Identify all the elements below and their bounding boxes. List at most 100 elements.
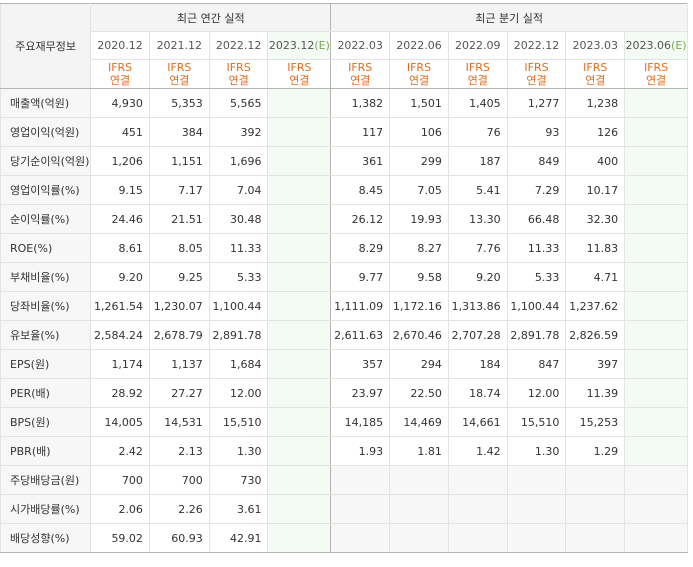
ifrs-label: IFRS [107, 61, 133, 74]
annual-value-cell: 5,565 [208, 88, 269, 118]
annual-value-cell: 2.42 [90, 436, 150, 466]
annual-value-cell: 1,100.44 [208, 291, 269, 321]
quarterly-value-cell: 294 [389, 349, 449, 379]
annual-value-cell: 1,230.07 [148, 291, 210, 321]
quarterly-value-cell: 2,826.59 [565, 320, 626, 350]
quarterly-value-cell: 187 [447, 146, 508, 176]
annual-value-cell: 384 [148, 117, 210, 147]
table-row: 부채비율(%) 9.20 9.25 5.33 9.77 9.58 9.20 5.33 4.71 [0, 262, 688, 292]
quarterly-value-cell: 1,238 [565, 88, 626, 118]
annual-value-cell: 60.93 [148, 523, 210, 553]
period-header: 2020.12 [90, 31, 150, 60]
row-label: 주당배당금(원) [0, 465, 92, 495]
ifrs-label: IFRS [583, 61, 608, 74]
annual-value-cell: 42.91 [208, 523, 269, 553]
table-row: 당좌비율(%) 1,261.54 1,230.07 1,100.44 1,111.09 1… [0, 291, 688, 321]
quarterly-value-cell: 2,670.46 [389, 320, 449, 350]
row-label: 당좌비율(%) [0, 291, 92, 321]
empty-cell [447, 523, 508, 553]
accounting-basis-header: IFRS 연결 [267, 59, 332, 89]
annual-value-cell: 1,137 [148, 349, 210, 379]
consolidated-label: 연결 [467, 74, 488, 87]
period-header: 2022.12 [208, 31, 269, 60]
annual-value-cell [267, 349, 332, 379]
table-row: PBR(배) 2.42 2.13 1.30 1.93 1.81 1.42 1.30 1.29 [0, 436, 688, 466]
quarterly-value-cell: 849 [506, 146, 567, 176]
ifrs-label: IFRS [226, 61, 251, 74]
quarterly-value-cell: 11.33 [506, 233, 567, 263]
quarterly-value-cell: 18.74 [447, 378, 508, 408]
quarterly-value-cell: 14,185 [330, 407, 391, 437]
annual-value-cell [267, 291, 332, 321]
annual-value-cell: 2.26 [148, 494, 210, 524]
quarterly-value-cell: 361 [330, 146, 391, 176]
annual-value-cell [267, 146, 332, 176]
period-header: 2022.12 [506, 31, 567, 60]
quarterly-value-cell: 1.81 [389, 436, 449, 466]
ifrs-label: IFRS [406, 61, 432, 74]
table-row: BPS(원) 14,005 14,531 15,510 14,185 14,469 14,6… [0, 407, 688, 437]
quarterly-value-cell [624, 378, 688, 408]
quarterly-value-cell: 117 [330, 117, 391, 147]
consolidated-label: 연결 [408, 74, 430, 87]
quarterly-value-cell: 8.45 [330, 175, 391, 205]
quarterly-value-cell: 1,100.44 [506, 291, 567, 321]
annual-value-cell: 451 [90, 117, 150, 147]
quarterly-value-cell: 1.42 [447, 436, 508, 466]
annual-value-cell: 15,510 [208, 407, 269, 437]
consolidated-label: 연결 [228, 74, 249, 87]
row-label: BPS(원) [0, 407, 92, 437]
quarterly-value-cell: 1.93 [330, 436, 391, 466]
quarterly-value-cell: 1,111.09 [330, 291, 391, 321]
consolidated-label: 연결 [169, 74, 190, 87]
quarterly-value-cell: 26.12 [330, 204, 391, 234]
quarterly-value-cell [624, 175, 688, 205]
annual-value-cell: 1.30 [208, 436, 269, 466]
period-header: 2022.03 [330, 31, 391, 60]
quarterly-value-cell: 7.29 [506, 175, 567, 205]
row-label: 순이익률(%) [0, 204, 92, 234]
annual-value-cell [267, 175, 332, 205]
period-header-estimate: 2023.06(E) [624, 31, 688, 60]
annual-value-cell: 1,174 [90, 349, 150, 379]
quarterly-value-cell: 22.50 [389, 378, 449, 408]
quarterly-value-cell [624, 320, 688, 350]
ifrs-label: IFRS [287, 61, 312, 74]
annual-value-cell: 1,151 [148, 146, 210, 176]
quarterly-value-cell: 397 [565, 349, 626, 379]
annual-value-cell: 14,531 [148, 407, 210, 437]
table-row: 주당배당금(원) 700 700 730 [0, 465, 688, 495]
annual-value-cell: 7.17 [148, 175, 210, 205]
quarterly-value-cell: 7.76 [447, 233, 508, 263]
annual-value-cell: 392 [208, 117, 269, 147]
annual-value-cell: 9.20 [90, 262, 150, 292]
quarterly-value-cell: 2,891.78 [506, 320, 567, 350]
table-row: 당기순이익(억원) 1,206 1,151 1,696 361 299 187 849 400 [0, 146, 688, 176]
table-row: ROE(%) 8.61 8.05 11.33 8.29 8.27 7.76 11.33 11.8… [0, 233, 688, 263]
annual-value-cell: 28.92 [90, 378, 150, 408]
row-label: 시가배당률(%) [0, 494, 92, 524]
empty-cell [330, 465, 391, 495]
empty-cell [330, 494, 391, 524]
table-row: 영업이익률(%) 9.15 7.17 7.04 8.45 7.05 5.41 7.29 10.1… [0, 175, 688, 205]
row-label: 배당성향(%) [0, 523, 92, 553]
annual-value-cell: 5,353 [148, 88, 210, 118]
empty-cell [565, 523, 626, 553]
corner-header: 주요재무정보 [0, 3, 92, 89]
quarterly-value-cell: 9.20 [447, 262, 508, 292]
quarterly-value-cell [624, 349, 688, 379]
annual-value-cell: 30.48 [208, 204, 269, 234]
annual-value-cell: 1,261.54 [90, 291, 150, 321]
annual-value-cell [267, 378, 332, 408]
quarterly-value-cell: 1,172.16 [389, 291, 449, 321]
annual-value-cell [267, 233, 332, 263]
quarterly-value-cell: 1,313.86 [447, 291, 508, 321]
empty-cell [447, 494, 508, 524]
table-row: PER(배) 28.92 27.27 12.00 23.97 22.50 18.74 12.0… [0, 378, 688, 408]
quarterly-value-cell [624, 407, 688, 437]
accounting-basis-header: IFRS 연결 [330, 59, 391, 89]
consolidated-label: 연결 [645, 74, 667, 87]
annual-value-cell [267, 494, 332, 524]
quarterly-value-cell: 5.33 [506, 262, 567, 292]
table-row: 배당성향(%) 59.02 60.93 42.91 [0, 523, 688, 553]
